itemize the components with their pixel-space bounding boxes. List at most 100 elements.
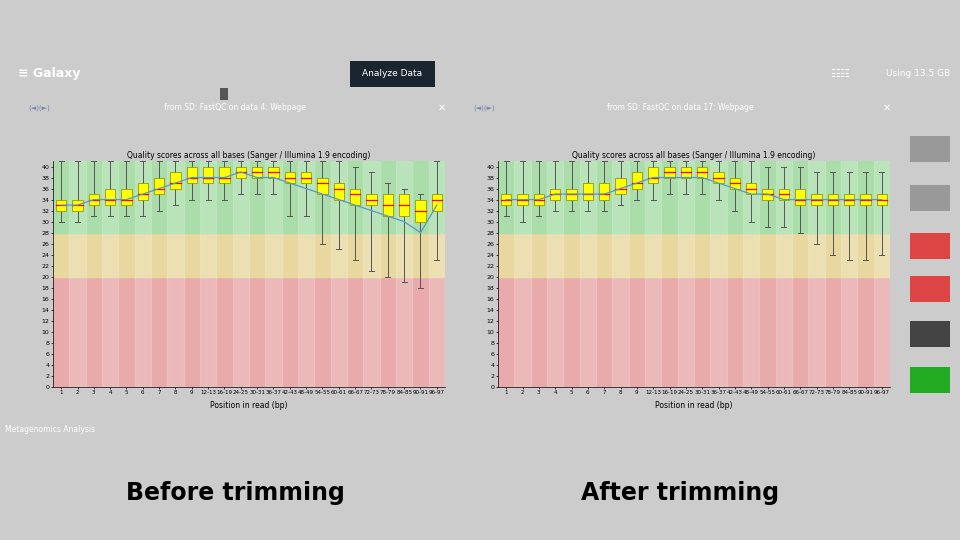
Text: Analyze Data: Analyze Data: [362, 70, 422, 78]
Text: Metagenomics Analysis: Metagenomics Analysis: [5, 426, 95, 435]
Bar: [678, 161, 694, 387]
Bar: [317, 178, 327, 194]
Bar: [137, 183, 148, 200]
Bar: [53, 233, 445, 277]
Bar: [615, 178, 626, 194]
Text: Workflow: Workflow: [435, 70, 473, 78]
Bar: [220, 88, 228, 100]
Bar: [56, 200, 66, 211]
Bar: [330, 161, 347, 387]
Bar: [363, 161, 379, 387]
Bar: [105, 188, 115, 205]
Bar: [498, 277, 890, 387]
Bar: [69, 161, 85, 387]
Bar: [743, 161, 759, 387]
Bar: [645, 161, 661, 387]
Title: Quality scores across all bases (Sanger / Illumina 1.9 encoding): Quality scores across all bases (Sanger …: [128, 151, 371, 160]
Bar: [580, 161, 596, 387]
Bar: [681, 166, 691, 178]
Bar: [498, 158, 890, 233]
Bar: [398, 194, 410, 216]
Bar: [876, 194, 887, 205]
Text: Using 13.5 GB: Using 13.5 GB: [886, 70, 950, 78]
Bar: [811, 194, 822, 205]
Bar: [599, 183, 610, 200]
Bar: [53, 158, 445, 233]
Text: (◄)(►): (◄)(►): [473, 105, 495, 111]
Bar: [664, 166, 675, 178]
Text: Help ▾: Help ▾: [650, 70, 676, 78]
Bar: [415, 200, 426, 221]
X-axis label: Position in read (bp): Position in read (bp): [656, 401, 732, 410]
Bar: [349, 188, 360, 205]
Bar: [841, 161, 857, 387]
Bar: [170, 172, 180, 188]
Text: Shared Data ▾: Shared Data ▾: [490, 70, 549, 78]
Bar: [808, 161, 825, 387]
Bar: [874, 161, 890, 387]
Bar: [612, 161, 629, 387]
Bar: [860, 194, 871, 205]
Text: Visualization ▾: Visualization ▾: [555, 70, 615, 78]
Bar: [72, 200, 83, 211]
Bar: [730, 178, 740, 188]
Bar: [167, 161, 183, 387]
Bar: [88, 194, 99, 205]
Bar: [779, 188, 789, 200]
Bar: [498, 233, 890, 277]
Bar: [795, 188, 805, 205]
Bar: [396, 161, 413, 387]
Bar: [501, 194, 512, 205]
Bar: [910, 275, 950, 301]
Bar: [534, 194, 544, 205]
Text: ☷☷: ☷☷: [830, 69, 850, 79]
Bar: [366, 194, 377, 205]
Bar: [776, 161, 792, 387]
Bar: [910, 136, 950, 162]
Bar: [648, 166, 659, 183]
Bar: [517, 194, 528, 205]
Bar: [284, 172, 295, 183]
Bar: [134, 161, 151, 387]
Bar: [910, 321, 950, 347]
Text: from SD: FastQC on data 4: Webpage: from SD: FastQC on data 4: Webpage: [164, 104, 306, 112]
X-axis label: Position in read (bp): Position in read (bp): [210, 401, 288, 410]
Text: (◄)(►): (◄)(►): [28, 105, 50, 111]
Text: ≡ Galaxy: ≡ Galaxy: [18, 68, 81, 80]
Bar: [566, 188, 577, 200]
Bar: [298, 161, 314, 387]
Bar: [910, 367, 950, 393]
Bar: [515, 161, 531, 387]
Text: from SD: FastQC on data 17: Webpage: from SD: FastQC on data 17: Webpage: [607, 104, 754, 112]
Bar: [265, 161, 281, 387]
Bar: [828, 194, 838, 205]
Text: ✕: ✕: [883, 103, 891, 113]
Bar: [219, 166, 229, 183]
Bar: [429, 161, 445, 387]
Bar: [232, 161, 249, 387]
Bar: [583, 183, 593, 200]
Bar: [154, 178, 164, 194]
Bar: [186, 166, 197, 183]
Bar: [746, 183, 756, 194]
Bar: [762, 188, 773, 200]
Bar: [121, 188, 132, 205]
Bar: [102, 161, 118, 387]
Text: ✕: ✕: [438, 103, 446, 113]
Bar: [632, 172, 642, 188]
Bar: [0, 90, 960, 98]
Bar: [382, 194, 394, 216]
Text: Before trimming: Before trimming: [126, 481, 345, 505]
Bar: [697, 166, 708, 178]
Bar: [547, 161, 564, 387]
Bar: [710, 161, 727, 387]
Bar: [910, 185, 950, 211]
Bar: [200, 161, 216, 387]
Bar: [844, 194, 854, 205]
Bar: [235, 166, 246, 178]
Bar: [252, 166, 262, 178]
Title: Quality scores across all bases (Sanger / Illumina 1.9 encoding): Quality scores across all bases (Sanger …: [572, 151, 816, 160]
Bar: [268, 166, 278, 178]
Text: Admin: Admin: [615, 70, 642, 78]
Text: User ▾: User ▾: [690, 70, 716, 78]
